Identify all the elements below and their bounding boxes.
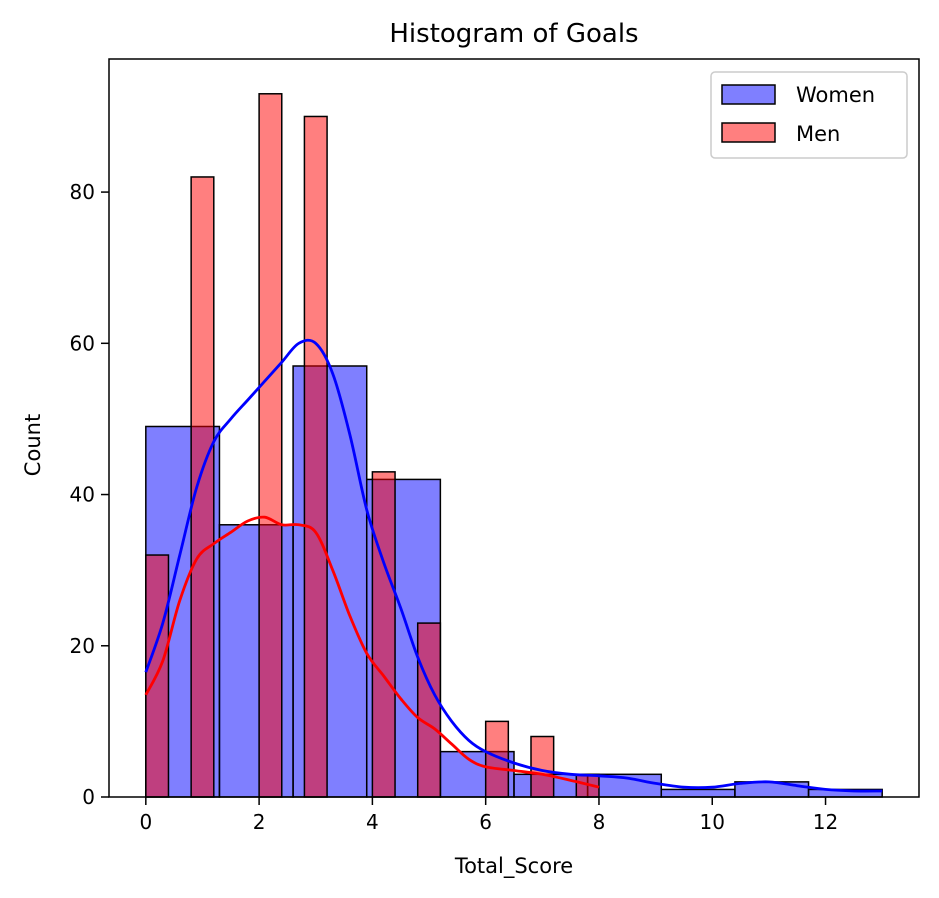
legend: Women Men [710, 71, 908, 159]
men-bar-7 [530, 735, 555, 798]
y-tick-label-0: 0 [82, 785, 95, 809]
y-axis-label: Count [21, 414, 45, 476]
axes-frame [108, 58, 920, 798]
men-kde-line [144, 515, 600, 789]
legend-men-swatch [721, 122, 776, 143]
men-bar-3 [303, 115, 328, 798]
x-tick-label-2: 2 [253, 810, 266, 834]
men-bar-5 [416, 622, 442, 798]
x-tick-label-12: 12 [813, 810, 838, 834]
legend-women-label: Women [796, 83, 875, 107]
x-tick-label-4: 4 [366, 810, 379, 834]
x-tick-label-0: 0 [139, 810, 152, 834]
legend-men-label: Men [796, 122, 840, 146]
kde-lines [144, 338, 883, 793]
y-tick-label-60: 60 [70, 331, 95, 355]
plot-area [144, 93, 883, 798]
men-bar-4 [371, 471, 396, 798]
y-tick-label-40: 40 [70, 483, 95, 507]
legend-women-swatch [721, 84, 776, 105]
x-tick-label-10: 10 [700, 810, 725, 834]
men-bars [145, 93, 600, 798]
y-axis-ticks: 0 20 40 60 80 [70, 180, 109, 809]
x-axis-ticks: 0 2 4 6 8 10 12 [139, 797, 838, 834]
men-bar-1 [190, 176, 215, 798]
women-kde-line [144, 338, 883, 793]
x-tick-label-8: 8 [593, 810, 606, 834]
women-bar-7 [660, 788, 736, 798]
x-tick-label-6: 6 [479, 810, 492, 834]
y-tick-label-20: 20 [70, 634, 95, 658]
x-axis-label: Total_Score [454, 854, 573, 879]
y-tick-label-80: 80 [70, 180, 95, 204]
chart-title: Histogram of Goals [389, 19, 638, 49]
men-bar-2 [258, 93, 283, 798]
